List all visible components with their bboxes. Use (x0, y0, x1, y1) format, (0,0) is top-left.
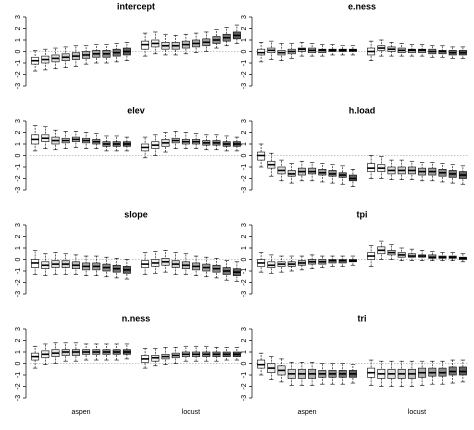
y-tick-label: 2 (15, 26, 22, 30)
y-tick-label: 2 (15, 234, 22, 238)
panel-title: intercept (117, 1, 155, 11)
y-tick-label: -3 (15, 83, 22, 89)
panel-title: tpi (357, 209, 368, 219)
y-tick-label: 0 (241, 153, 248, 157)
x-group-label: locust (408, 409, 426, 416)
y-tick-label: 3 (241, 119, 248, 123)
y-tick-label: -1 (15, 372, 22, 378)
y-tick-label: 3 (15, 223, 22, 227)
y-tick-label: -1 (15, 60, 22, 66)
y-tick-label: -2 (15, 279, 22, 285)
y-tick-label: 0 (15, 257, 22, 261)
y-tick-label: 0 (241, 49, 248, 53)
y-tick-label: -1 (241, 60, 248, 66)
y-tick-label: -2 (15, 71, 22, 77)
y-tick-label: 3 (241, 15, 248, 19)
y-tick-label: 1 (241, 246, 248, 250)
panel-title: elev (127, 105, 145, 115)
y-tick-label: -2 (15, 175, 22, 181)
y-tick-label: 2 (241, 26, 248, 30)
x-group-label: locust (182, 409, 200, 416)
y-tick-label: 0 (241, 361, 248, 365)
y-tick-label: 1 (15, 142, 22, 146)
y-tick-label: 0 (15, 49, 22, 53)
y-tick-label: 1 (15, 38, 22, 42)
panel-title: slope (124, 209, 148, 219)
y-tick-label: -2 (241, 71, 248, 77)
y-tick-label: 0 (15, 361, 22, 365)
y-tick-label: -1 (15, 268, 22, 274)
y-tick-label: -3 (15, 187, 22, 193)
y-tick-label: -2 (15, 383, 22, 389)
y-tick-label: -2 (241, 383, 248, 389)
panel-title: n.ness (122, 313, 151, 323)
y-tick-label: -3 (241, 83, 248, 89)
x-group-label: aspen (297, 409, 316, 416)
y-tick-label: -3 (241, 395, 248, 401)
panel-title: e.ness (348, 1, 376, 11)
y-tick-label: 1 (241, 38, 248, 42)
y-tick-label: -1 (241, 372, 248, 378)
y-tick-label: -2 (241, 279, 248, 285)
y-tick-label: -1 (241, 164, 248, 170)
y-tick-label: 3 (241, 327, 248, 331)
y-tick-label: -1 (15, 164, 22, 170)
y-tick-label: 3 (241, 223, 248, 227)
panel-title: h.load (349, 105, 376, 115)
y-tick-label: -3 (241, 187, 248, 193)
y-tick-label: 1 (241, 350, 248, 354)
y-tick-label: -1 (241, 268, 248, 274)
y-tick-label: 2 (241, 234, 248, 238)
y-tick-label: 0 (15, 153, 22, 157)
y-tick-label: 1 (241, 142, 248, 146)
y-tick-label: 1 (15, 350, 22, 354)
y-tick-label: 2 (15, 338, 22, 342)
y-tick-label: -3 (241, 291, 248, 297)
y-tick-label: 3 (15, 15, 22, 19)
y-tick-label: -3 (15, 395, 22, 401)
y-tick-label: -3 (15, 291, 22, 297)
y-tick-label: 3 (15, 119, 22, 123)
y-tick-label: -2 (241, 175, 248, 181)
x-group-label: aspen (71, 409, 90, 416)
y-tick-label: 2 (15, 130, 22, 134)
y-tick-label: 2 (241, 338, 248, 342)
y-tick-label: 3 (15, 327, 22, 331)
y-tick-label: 2 (241, 130, 248, 134)
y-tick-label: 1 (15, 246, 22, 250)
y-tick-label: 0 (241, 257, 248, 261)
panel-title: tri (358, 313, 367, 323)
